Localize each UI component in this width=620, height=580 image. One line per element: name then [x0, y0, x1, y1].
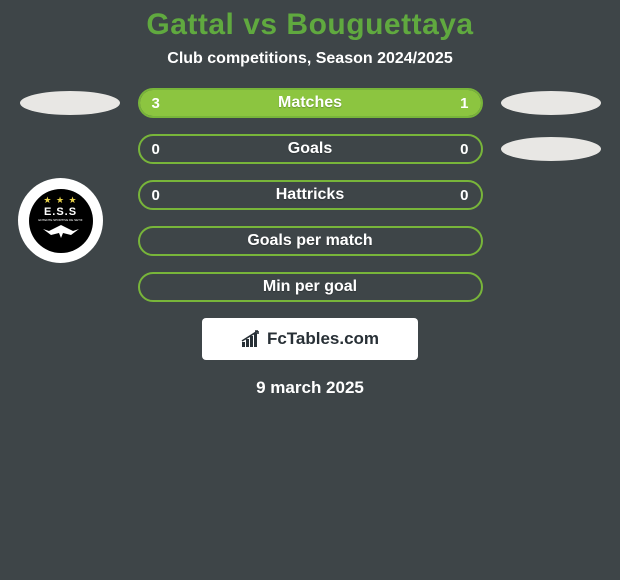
- date-label: 9 march 2025: [0, 378, 620, 398]
- eagle-icon: [41, 223, 81, 245]
- bar-value-right: 0: [460, 182, 468, 208]
- right-slot: [491, 91, 611, 115]
- club-badge-inner: ★ ★ ★ E.S.S ENTENTE SPORTIVE DE SETIF: [29, 189, 93, 253]
- stat-row-goals: 0 Goals 0: [0, 134, 620, 164]
- left-slot: [10, 91, 130, 115]
- stat-row-mpg: Min per goal: [0, 272, 620, 302]
- player-right-oval: [501, 91, 601, 115]
- badge-sublabel: ENTENTE SPORTIVE DE SETIF: [38, 218, 82, 222]
- attribution-box: FcTables.com: [202, 318, 418, 360]
- bar-value-right: 1: [460, 90, 468, 116]
- club-badge-left: ★ ★ ★ E.S.S ENTENTE SPORTIVE DE SETIF: [18, 178, 103, 263]
- player-right-oval: [501, 137, 601, 161]
- right-slot: [491, 137, 611, 161]
- stat-bar: 3 Matches 1: [138, 88, 483, 118]
- page-subtitle: Club competitions, Season 2024/2025: [0, 50, 620, 68]
- stat-bar: Min per goal: [138, 272, 483, 302]
- player-left-oval: [20, 91, 120, 115]
- stat-row-matches: 3 Matches 1: [0, 88, 620, 118]
- page-title: Gattal vs Bouguettaya: [0, 0, 620, 44]
- bar-label: Min per goal: [140, 274, 481, 300]
- attribution-label: FcTables.com: [267, 329, 379, 349]
- stat-bar: 0 Goals 0: [138, 134, 483, 164]
- bar-value-right: 0: [460, 136, 468, 162]
- stat-bar: 0 Hattricks 0: [138, 180, 483, 210]
- bar-label: Goals per match: [140, 228, 481, 254]
- bar-label: Goals: [140, 136, 481, 162]
- bar-label: Hattricks: [140, 182, 481, 208]
- badge-label: E.S.S: [44, 206, 77, 218]
- attribution-text: FcTables.com: [241, 329, 379, 349]
- bar-label: Matches: [140, 90, 481, 116]
- badge-stars-icon: ★ ★ ★: [43, 196, 77, 205]
- stat-bar: Goals per match: [138, 226, 483, 256]
- bar-chart-icon: [241, 330, 263, 348]
